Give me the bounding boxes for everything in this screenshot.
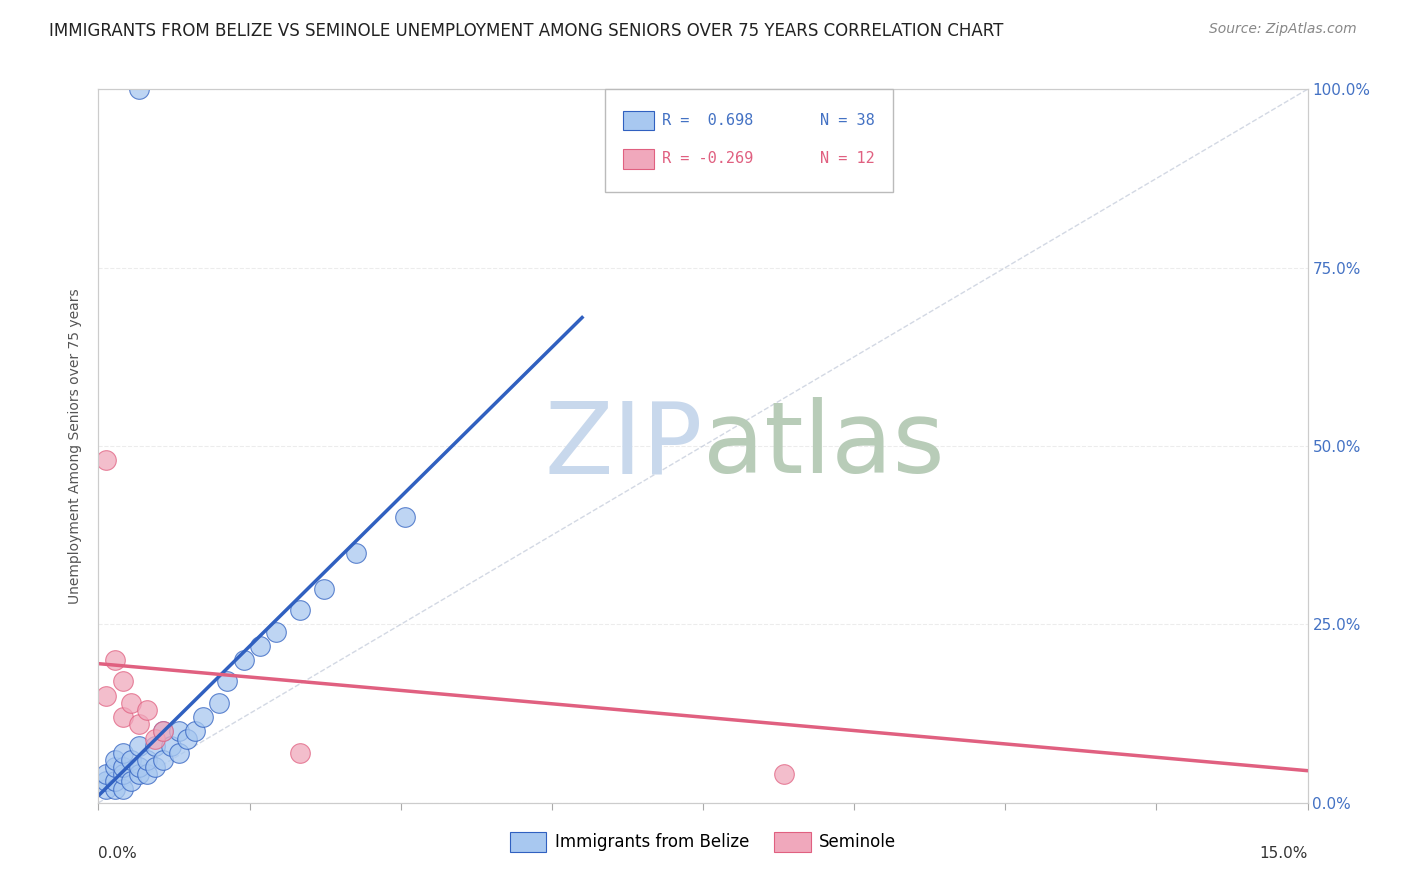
Point xyxy=(193,710,215,724)
Point xyxy=(152,724,174,739)
Point xyxy=(314,582,336,596)
Point xyxy=(103,753,125,767)
Point xyxy=(128,760,150,774)
Text: atlas: atlas xyxy=(703,398,945,494)
Point xyxy=(143,731,166,746)
Point xyxy=(288,603,311,617)
Point xyxy=(128,767,150,781)
Point xyxy=(184,724,207,739)
Point xyxy=(111,674,134,689)
Point xyxy=(111,710,134,724)
Point xyxy=(103,781,125,796)
Point xyxy=(111,760,134,774)
Point xyxy=(264,624,287,639)
Text: 0.0%: 0.0% xyxy=(98,846,138,861)
Point xyxy=(208,696,231,710)
Text: 15.0%: 15.0% xyxy=(1260,846,1308,861)
Point xyxy=(152,753,174,767)
Point xyxy=(394,510,416,524)
Point xyxy=(120,774,142,789)
Point xyxy=(103,774,125,789)
Text: N = 38: N = 38 xyxy=(820,113,875,128)
Point xyxy=(96,781,118,796)
Legend: Immigrants from Belize, Seminole: Immigrants from Belize, Seminole xyxy=(503,825,903,859)
Point xyxy=(143,760,166,774)
Point xyxy=(160,739,183,753)
Point xyxy=(135,767,157,781)
Point xyxy=(128,739,150,753)
Point xyxy=(135,703,157,717)
Point xyxy=(96,774,118,789)
Point xyxy=(176,731,198,746)
Point xyxy=(344,546,367,560)
Point xyxy=(167,724,190,739)
Point xyxy=(288,746,311,760)
Point xyxy=(103,653,125,667)
Text: N = 12: N = 12 xyxy=(820,152,875,166)
Point xyxy=(96,453,118,467)
Y-axis label: Unemployment Among Seniors over 75 years: Unemployment Among Seniors over 75 years xyxy=(69,288,83,604)
Point xyxy=(143,739,166,753)
Point xyxy=(128,717,150,731)
Point xyxy=(111,746,134,760)
Point xyxy=(249,639,271,653)
Point xyxy=(111,781,134,796)
Point xyxy=(103,760,125,774)
Point xyxy=(135,753,157,767)
Text: IMMIGRANTS FROM BELIZE VS SEMINOLE UNEMPLOYMENT AMONG SENIORS OVER 75 YEARS CORR: IMMIGRANTS FROM BELIZE VS SEMINOLE UNEMP… xyxy=(49,22,1004,40)
Point xyxy=(152,724,174,739)
Point xyxy=(120,696,142,710)
Point xyxy=(96,767,118,781)
Point xyxy=(128,82,150,96)
Text: R =  0.698: R = 0.698 xyxy=(662,113,754,128)
Point xyxy=(167,746,190,760)
Point xyxy=(96,689,118,703)
Point xyxy=(120,753,142,767)
Text: R = -0.269: R = -0.269 xyxy=(662,152,754,166)
Text: ZIP: ZIP xyxy=(544,398,703,494)
Point xyxy=(772,767,794,781)
Point xyxy=(217,674,239,689)
Text: Source: ZipAtlas.com: Source: ZipAtlas.com xyxy=(1209,22,1357,37)
Point xyxy=(111,767,134,781)
Point xyxy=(232,653,254,667)
